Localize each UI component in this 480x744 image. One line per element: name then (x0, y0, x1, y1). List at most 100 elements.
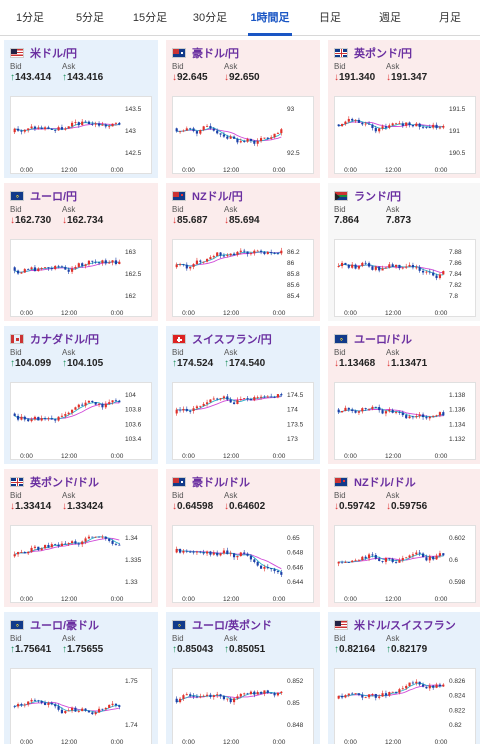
candle (94, 121, 97, 128)
currency-pair-link[interactable]: ユーロ/英ポンド (192, 620, 273, 632)
candle (253, 558, 256, 564)
currency-card[interactable]: 米ドル/スイスフラン Bid Ask ↑0.82164 ↑0.82179 0:00 12:0… (328, 612, 480, 744)
currency-card[interactable]: ユーロ/円 Bid Ask ↓162.730 ↓162.734 0:00 12:00 0:00… (4, 183, 158, 321)
tab-timeframe[interactable]: 1時間足 (240, 0, 300, 36)
candlestick-chart[interactable]: 0:00 12:00 0:00 0.65 0.648 0.646 0.644 (172, 525, 314, 603)
candle (209, 399, 212, 403)
candlestick-chart[interactable]: 0:00 12:00 0:00 0.826 0.824 0.822 0.82 (334, 668, 476, 744)
currency-card[interactable]: ユーロ/豪ドル Bid Ask ↑1.75641 ↑1.75655 0:00 12:00 0:… (4, 612, 158, 744)
currency-pair-link[interactable]: 豪ドル/円 (192, 48, 240, 60)
candle (97, 402, 101, 408)
arrow-up-icon: ↑ (386, 644, 391, 655)
candle (54, 418, 57, 423)
candle (229, 550, 232, 557)
candle (13, 705, 16, 709)
currency-card[interactable]: 豪ドル/ドル Bid Ask ↓0.64598 ↓0.64602 0:00 12:00 0:0… (166, 469, 320, 607)
candlestick-chart[interactable]: 0:00 12:00 0:00 163 162.5 162 (10, 239, 152, 317)
currency-card[interactable]: 英ポンド/円 Bid Ask ↓191.340 ↓191.347 0:00 12:00 0:0… (328, 40, 480, 178)
currency-card[interactable]: ユーロ/ドル Bid Ask ↓1.13468 ↓1.13471 0:00 12:00 0:0… (328, 326, 480, 464)
candle (232, 400, 236, 405)
currency-pair-link[interactable]: ランド/円 (354, 191, 402, 203)
candlestick-chart[interactable]: 0:00 12:00 0:00 86.2 86 85.8 85.6 85.4 (172, 239, 314, 317)
candle (236, 251, 239, 257)
candlestick-chart[interactable]: 0:00 12:00 0:00 0.852 0.85 0.848 (172, 668, 314, 744)
candle (60, 707, 64, 715)
currency-pair-link[interactable]: ユーロ/ドル (354, 334, 413, 346)
bid-value: ↓1.33414 (10, 501, 51, 512)
tab-timeframe[interactable]: 5分足 (75, 12, 105, 24)
candlestick-chart[interactable]: 0:00 12:00 0:00 7.88 7.86 7.84 7.82 7.8 (334, 239, 476, 317)
tab-timeframe[interactable]: 15分足 (132, 12, 168, 24)
currency-pair-link[interactable]: 米ドル/円 (30, 48, 78, 60)
currency-pair-link[interactable]: スイスフラン/円 (192, 334, 272, 346)
currency-card[interactable]: NZドル/円 Bid Ask ↓85.687 ↓85.694 0:00 12:00 0:00 8… (166, 183, 320, 321)
currency-card[interactable]: NZドル/ドル Bid Ask ↓0.59742 ↓0.59756 0:00 12:00 0:… (328, 469, 480, 607)
currency-card[interactable]: ランド/円 Bid Ask 7.864 7.873 0:00 12:00 0:00 7.88 7.… (328, 183, 480, 321)
candle (67, 126, 70, 129)
candlestick-chart[interactable]: 0:00 12:00 0:00 0.602 0.6 0.598 (334, 525, 476, 603)
candle (384, 410, 388, 417)
candle (57, 125, 60, 131)
candle (54, 702, 57, 709)
candle (23, 551, 26, 554)
currency-pair-link[interactable]: 米ドル/スイスフラン (354, 620, 456, 632)
currency-pair-link[interactable]: 豪ドル/ドル (192, 477, 251, 489)
currency-card[interactable]: 米ドル/円 Bid Ask ↑143.414 ↑143.416 0:00 12:00 0:00… (4, 40, 158, 178)
candle (367, 693, 371, 700)
currency-pair-link[interactable]: NZドル/円 (192, 191, 243, 203)
candle (81, 707, 84, 712)
candlestick-chart[interactable]: 0:00 12:00 0:00 104 103.8 103.6 103.4 (10, 382, 152, 460)
candlestick-chart[interactable]: 0:00 12:00 0:00 1.34 1.335 1.33 (10, 525, 152, 603)
ask-value: ↓1.33424 (62, 501, 103, 512)
candlestick-chart[interactable]: 0:00 12:00 0:00 174.5 174 173.5 173 (172, 382, 314, 460)
currency-pair-link[interactable]: 英ポンド/ドル (30, 477, 100, 489)
candle (391, 122, 394, 126)
bid-price: 1.13468 (339, 358, 376, 369)
bid-label: Bid (334, 491, 346, 500)
card-header: カナダドル/円 (10, 330, 152, 348)
currency-pair-link[interactable]: 英ポンド/円 (354, 48, 413, 60)
candle (222, 694, 226, 701)
tab-timeframe[interactable]: 日足 (319, 12, 341, 24)
tab-timeframe[interactable]: 30分足 (192, 12, 228, 24)
card-header: ユーロ/円 (10, 187, 152, 205)
candle (202, 694, 205, 697)
candlestick-chart[interactable]: 0:00 12:00 0:00 93 92.5 (172, 96, 314, 174)
candle (415, 264, 418, 270)
currency-pair-link[interactable]: ユーロ/円 (30, 191, 78, 203)
currency-card[interactable]: ユーロ/英ポンド Bid Ask ↑0.85043 ↑0.85051 0:00 12:00 0… (166, 612, 320, 744)
tab-timeframe[interactable]: 1分足 (15, 12, 45, 24)
candlestick-chart[interactable]: 0:00 12:00 0:00 191.5 191 190.5 (334, 96, 476, 174)
bid-value: ↑0.85043 (172, 644, 213, 655)
y-tick-label: 174 (287, 407, 298, 414)
currency-pair-link[interactable]: カナダドル/円 (30, 334, 100, 346)
candlestick-chart[interactable]: 0:00 12:00 0:00 1.138 1.136 1.134 1.132 (334, 382, 476, 460)
candle (256, 395, 259, 400)
currency-card[interactable]: カナダドル/円 Bid Ask ↑104.099 ↑104.105 0:00 12:00 0:… (4, 326, 158, 464)
currency-card[interactable]: スイスフラン/円 Bid Ask ↑174.524 ↑174.540 0:00 12:00 0… (166, 326, 320, 464)
candle (442, 553, 445, 557)
flag-icon (172, 477, 186, 487)
candle (37, 546, 40, 551)
candle (70, 540, 74, 545)
tab-timeframe[interactable]: 週足 (379, 12, 401, 24)
currency-card[interactable]: 豪ドル/円 Bid Ask ↓92.645 ↓92.650 0:00 12:00 0:00 93… (166, 40, 320, 178)
candle (189, 266, 192, 271)
y-tick-label: 7.8 (449, 293, 458, 300)
candlestick-chart[interactable]: 0:00 12:00 0:00 1.75 1.74 (10, 668, 152, 744)
candle (182, 548, 185, 555)
candle (394, 691, 398, 694)
bid-label: Bid (334, 205, 346, 214)
arrow-down-icon: ↓ (10, 215, 15, 226)
currency-pair-link[interactable]: NZドル/ドル (354, 477, 416, 489)
y-tick-label: 0.848 (287, 722, 304, 729)
candle (347, 562, 350, 563)
currency-card[interactable]: 英ポンド/ドル Bid Ask ↓1.33414 ↓1.33424 0:00 12:00 0:… (4, 469, 158, 607)
candlestick-chart[interactable]: 0:00 12:00 0:00 143.5 143 142.5 (10, 96, 152, 174)
tab-timeframe[interactable]: 月足 (439, 12, 461, 24)
candle (27, 268, 30, 270)
x-tick-label: 12:00 (223, 310, 240, 317)
currency-pair-link[interactable]: ユーロ/豪ドル (30, 620, 100, 632)
bid-ask-values: ↓1.13468 ↓1.13471 (334, 358, 476, 370)
candle (16, 413, 20, 422)
